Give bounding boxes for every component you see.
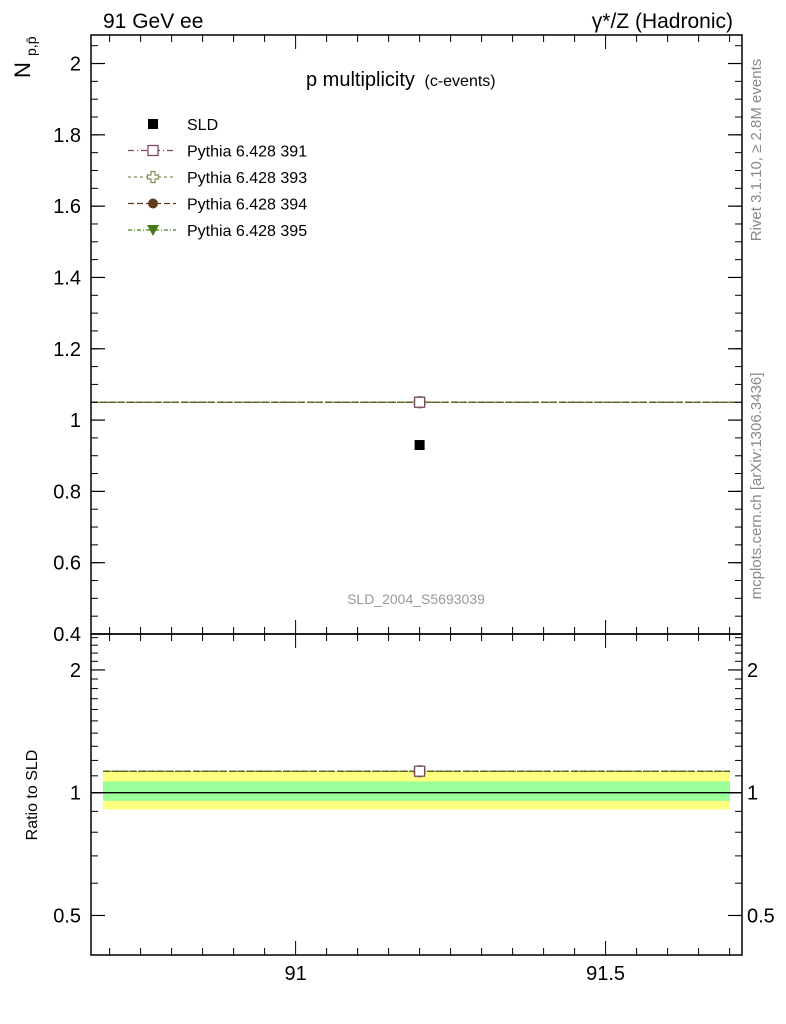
main-y-axis-label-main: N bbox=[10, 62, 35, 78]
plot-title-sub: (c-events) bbox=[424, 73, 495, 90]
data-point-0 bbox=[414, 440, 425, 451]
ratio-ytick-label-left: 0.5 bbox=[53, 905, 81, 927]
rivet-version-label: Rivet 3.1.10, ≥ 2.8M events bbox=[748, 59, 765, 242]
legend-marker-4 bbox=[147, 225, 159, 236]
ratio-panel-markers bbox=[413, 765, 426, 778]
legend: SLD Pythia 6.428 391 Pythia 6.428 393 Pythi… bbox=[128, 117, 307, 240]
legend-label-4: Pythia 6.428 395 bbox=[187, 223, 307, 240]
main-panel-axes: 0.4 0.6 0.8 1 1.2 1.4 1.6 1.8 2 bbox=[53, 34, 743, 646]
ratio-frame bbox=[90, 633, 743, 956]
plot-title: p multiplicity (c-events) bbox=[306, 69, 496, 91]
main-ytick-label: 0.6 bbox=[53, 553, 81, 575]
ratio-xtick-label: 91.5 bbox=[586, 963, 625, 985]
header-right-label: γ*/Z (Hadronic) bbox=[592, 10, 733, 33]
ratio-ytick-label-right: 0.5 bbox=[747, 905, 775, 927]
main-ytick-label: 1.4 bbox=[53, 267, 81, 289]
mcplots-label: mcplots.cern.ch [arXiv:1306.3436] bbox=[748, 373, 765, 600]
ratio-panel-background bbox=[91, 771, 742, 810]
main-panel-markers bbox=[413, 396, 426, 451]
main-ytick-label: 2 bbox=[70, 54, 81, 76]
legend-marker-1 bbox=[147, 144, 159, 157]
ratio-xtick-label: 91 bbox=[284, 963, 306, 985]
ratio-ytick-label-right: 2 bbox=[747, 660, 758, 682]
ratio-y-axis-label: Ratio to SLD bbox=[24, 750, 41, 841]
main-ytick-label: 0.4 bbox=[53, 624, 81, 646]
analysis-watermark: SLD_2004_S5693039 bbox=[347, 591, 485, 607]
main-ytick-label: 0.8 bbox=[53, 481, 81, 503]
legend-label-3: Pythia 6.428 394 bbox=[187, 197, 307, 214]
main-ytick-label: 1.6 bbox=[53, 196, 81, 218]
legend-label-1: Pythia 6.428 391 bbox=[187, 144, 307, 161]
legend-marker-3 bbox=[148, 198, 158, 209]
ratio-band-1 bbox=[103, 781, 730, 801]
legend-marker-0 bbox=[148, 119, 158, 129]
ratio-ytick-label-left: 2 bbox=[70, 660, 81, 682]
ratio-point-1 bbox=[413, 765, 426, 777]
legend-label-2: Pythia 6.428 393 bbox=[187, 170, 307, 187]
main-ytick-label: 1.8 bbox=[53, 125, 81, 147]
ratio-ytick-label-left: 1 bbox=[70, 783, 81, 805]
header-left-label: 91 GeV ee bbox=[103, 10, 203, 33]
ratio-panel-axes: 0.5 0.5 1 1 2 2 91 91.5 bbox=[53, 633, 775, 985]
plot-title-main: p multiplicity bbox=[306, 69, 415, 91]
main-y-axis-label-sub: p,p̄ bbox=[23, 36, 39, 56]
data-point-1 bbox=[413, 396, 426, 408]
main-ytick-label: 1 bbox=[70, 410, 81, 432]
ratio-ytick-label-right: 1 bbox=[747, 783, 758, 805]
legend-label-0: SLD bbox=[187, 117, 218, 134]
main-y-axis-label: N p,p̄ bbox=[10, 36, 39, 78]
legend-marker-2 bbox=[146, 170, 160, 184]
main-ytick-label: 1.2 bbox=[53, 339, 81, 361]
